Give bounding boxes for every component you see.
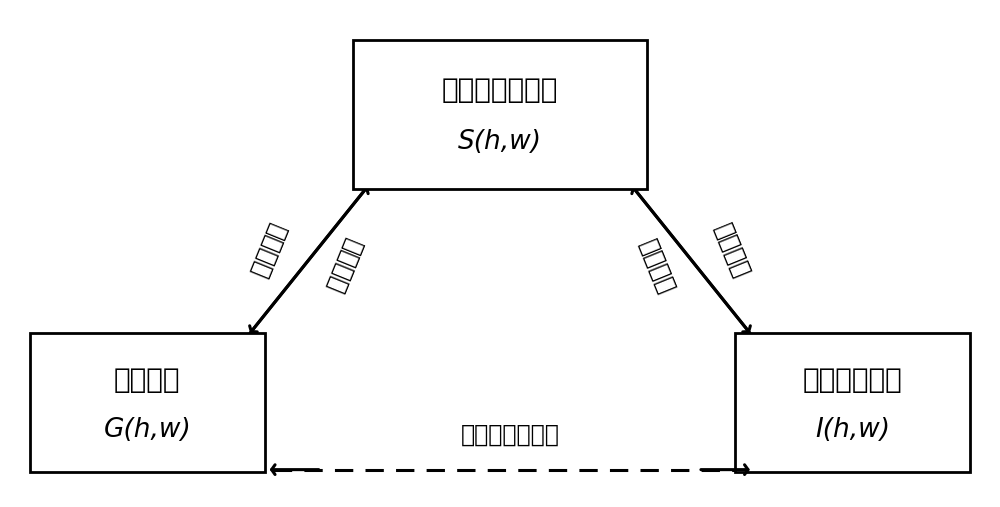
- Text: 被测曲面: 被测曲面: [114, 366, 180, 394]
- Bar: [353, 40, 647, 189]
- Text: S(h,w): S(h,w): [458, 129, 542, 155]
- Bar: [30, 333, 265, 472]
- Text: G(h,w): G(h,w): [103, 417, 191, 443]
- Text: 映射关系: 映射关系: [246, 221, 290, 282]
- Text: 变形匹配: 变形匹配: [635, 236, 678, 298]
- Text: 光线追迹: 光线追迹: [322, 236, 365, 298]
- Text: 映射关系: 映射关系: [710, 221, 754, 282]
- Text: 被测曲面仿真像: 被测曲面仿真像: [442, 76, 558, 103]
- Text: I(h,w): I(h,w): [815, 417, 890, 443]
- Bar: [735, 333, 970, 472]
- Text: 干涉条纹图像: 干涉条纹图像: [803, 366, 903, 394]
- Text: 无直接映射关系: 无直接映射关系: [460, 423, 559, 447]
